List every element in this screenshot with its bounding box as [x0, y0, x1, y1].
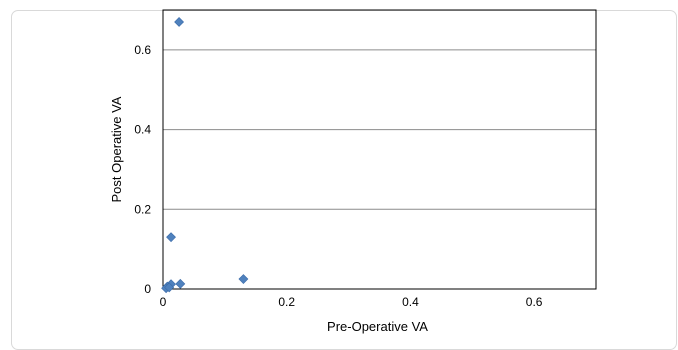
y-tick-label: 0.6 — [134, 43, 151, 57]
x-tick-label: 0 — [160, 295, 167, 309]
chart-frame — [11, 10, 677, 350]
x-tick-label: 0.4 — [402, 295, 419, 309]
data-point — [238, 274, 249, 284]
x-tick-label: 0.2 — [278, 295, 295, 309]
y-tick-labels: 0 0.2 0.4 0.6 — [134, 43, 151, 296]
data-point — [164, 282, 175, 293]
scatter-chart: 0 0.2 0.4 0.6 0 0.2 0.4 0.6 Pre-Operative VA P… — [109, 9, 597, 334]
y-tick-label: 0.4 — [134, 123, 151, 137]
y-tick-label: 0 — [144, 282, 151, 296]
data-point — [175, 278, 186, 289]
data-point — [174, 17, 185, 27]
x-tick-label: 0.6 — [526, 295, 543, 309]
y-tick-label: 0.2 — [134, 202, 151, 216]
data-points — [161, 17, 249, 294]
gridlines — [163, 49, 596, 210]
plot-area — [162, 9, 597, 290]
x-axis-title: Pre-Operative VA — [327, 319, 428, 334]
y-axis-title: Post Operative VA — [109, 96, 124, 202]
x-tick-labels: 0 0.2 0.4 0.6 — [160, 295, 543, 309]
data-point — [166, 232, 176, 243]
